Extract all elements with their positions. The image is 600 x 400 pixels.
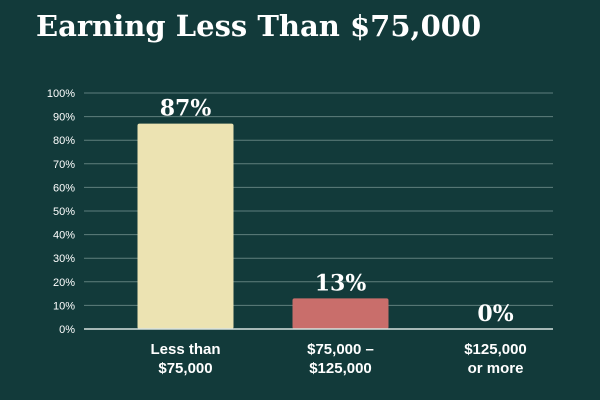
category-label: $75,000 – $125,000 [307, 341, 374, 377]
bar-value-label: 87% [160, 96, 212, 122]
y-tick-label: 40% [53, 230, 75, 242]
y-tick-label: 70% [53, 159, 75, 171]
category-label-line: $125,000 [464, 341, 527, 358]
category-labels: Less than $75,000$75,000 – $125,000$125,00… [150, 341, 526, 377]
category-label: Less than $75,000 [150, 341, 220, 377]
category-label-line: or more [468, 360, 524, 377]
y-tick-label: 30% [53, 253, 75, 265]
y-tick-label: 20% [53, 277, 75, 289]
category-label: $125,000 or more [464, 341, 527, 377]
category-label-line: $125,000 [309, 360, 372, 377]
y-tick-labels: 0% 10% 20% 30% 40% 50% 60% 70% 80% 90% 100% [47, 88, 75, 336]
category-label-line: Less than [150, 341, 220, 358]
chart-title: Earning Less Than $75,000 [36, 9, 482, 43]
category-label-line: $75,000 – [307, 341, 374, 358]
bar [292, 298, 389, 329]
bar [137, 123, 234, 330]
bars [137, 123, 389, 330]
value-labels: 87% 13% 0% [160, 96, 514, 327]
y-tick-label: 0% [59, 324, 75, 336]
y-tick-label: 100% [47, 88, 75, 100]
category-label-line: $75,000 [158, 360, 212, 377]
y-tick-label: 10% [53, 300, 75, 312]
bar-value-label: 0% [477, 301, 513, 327]
y-tick-label: 90% [53, 112, 75, 124]
y-tick-label: 80% [53, 135, 75, 147]
y-tick-label: 50% [53, 206, 75, 218]
bar-value-label: 13% [315, 270, 367, 296]
y-tick-label: 60% [53, 182, 75, 194]
